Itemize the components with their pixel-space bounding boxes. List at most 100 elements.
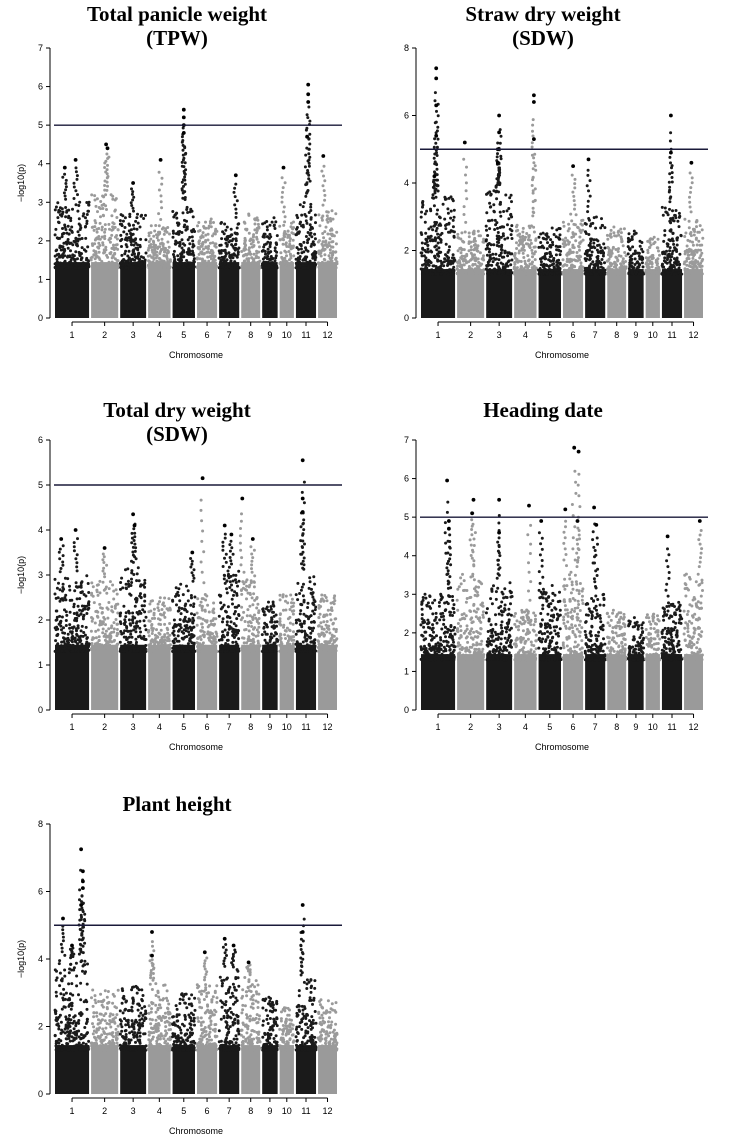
snp-point	[423, 212, 427, 216]
snp-point	[112, 597, 116, 601]
snp-point	[85, 612, 89, 615]
snp-point	[85, 648, 89, 652]
snp-point	[252, 233, 256, 237]
snp-point	[281, 237, 285, 241]
snp-point	[668, 155, 672, 159]
snp-point	[91, 617, 95, 621]
snp-point	[182, 225, 186, 229]
snp-point	[295, 226, 299, 229]
snp-point	[70, 225, 74, 229]
snp-point	[446, 211, 450, 215]
snp-point	[221, 264, 225, 268]
x-tick-label: 3	[497, 330, 502, 340]
snp-point	[488, 227, 492, 231]
snp-point	[234, 207, 238, 211]
snp-point	[71, 649, 75, 653]
snp-point	[307, 161, 311, 165]
snp-point	[143, 578, 147, 582]
snp-point	[90, 642, 94, 645]
snp-point	[129, 632, 133, 636]
snp-point	[494, 252, 498, 256]
snp-point	[257, 256, 260, 260]
snp-point	[178, 244, 182, 248]
snp-point	[62, 626, 65, 630]
snp-point	[432, 145, 436, 149]
snp-point	[498, 210, 502, 214]
snp-point	[269, 241, 272, 245]
snp-point	[146, 248, 150, 252]
snp-point	[685, 259, 688, 263]
snp-point	[58, 547, 62, 551]
snp-point	[143, 599, 147, 603]
snp-point	[132, 223, 135, 227]
snp-point	[319, 251, 323, 255]
snp-point	[700, 243, 704, 247]
snp-point	[204, 239, 208, 242]
snp-point	[324, 264, 328, 268]
snp-point	[323, 193, 327, 197]
snp-point	[314, 262, 318, 266]
snp-point	[638, 257, 642, 261]
snp-point	[100, 235, 104, 239]
snp-point	[459, 251, 463, 255]
snp-point	[129, 266, 133, 269]
snp-point	[484, 267, 488, 271]
snp-point	[435, 109, 438, 113]
snp-point	[637, 272, 641, 276]
snp-point	[234, 246, 238, 250]
snp-point	[606, 267, 610, 271]
snp-point	[641, 271, 645, 275]
snp-point	[439, 264, 443, 268]
x-tick-label: 5	[181, 330, 186, 340]
snp-point	[596, 266, 600, 270]
snp-point	[459, 246, 463, 250]
snp-point	[53, 649, 57, 653]
snp-point	[72, 541, 76, 545]
snp-point	[153, 616, 157, 620]
snp-point	[496, 262, 500, 265]
snp-point	[110, 605, 114, 609]
snp-point	[577, 245, 581, 249]
snp-point	[311, 240, 315, 244]
snp-point	[690, 181, 694, 185]
x-tick-label: 1	[436, 330, 441, 340]
snp-point	[163, 645, 167, 649]
snp-point	[695, 243, 699, 247]
snp-point	[646, 251, 650, 255]
snp-point	[153, 642, 157, 646]
snp-point	[498, 267, 501, 271]
snp-point	[242, 220, 246, 224]
snp-point	[505, 209, 509, 213]
snp-point	[236, 222, 240, 226]
snp-point	[198, 239, 201, 243]
snp-point	[473, 258, 477, 262]
snp-point	[279, 266, 283, 270]
snp-point	[473, 269, 477, 272]
snp-point	[308, 223, 312, 227]
snp-point	[541, 264, 545, 268]
snp-point	[472, 238, 476, 242]
snp-point	[306, 266, 310, 270]
snp-point	[306, 231, 310, 234]
snp-point	[435, 212, 439, 216]
snp-point	[59, 567, 63, 570]
snp-point	[433, 224, 436, 228]
snp-point	[633, 249, 637, 253]
snp-point	[519, 238, 523, 242]
snp-point	[694, 268, 698, 272]
snp-point	[440, 261, 444, 265]
snp-point	[143, 585, 147, 589]
snp-point	[663, 233, 667, 237]
snp-point	[65, 264, 69, 268]
snp-point	[107, 238, 111, 242]
snp-point	[211, 241, 215, 245]
snp-point	[78, 608, 82, 612]
snp-point	[159, 194, 163, 198]
snp-point	[510, 237, 514, 240]
snp-point	[132, 573, 136, 576]
snp-point	[103, 645, 107, 648]
snp-point	[104, 629, 108, 633]
snp-point	[185, 208, 189, 211]
snp-point	[165, 230, 169, 234]
